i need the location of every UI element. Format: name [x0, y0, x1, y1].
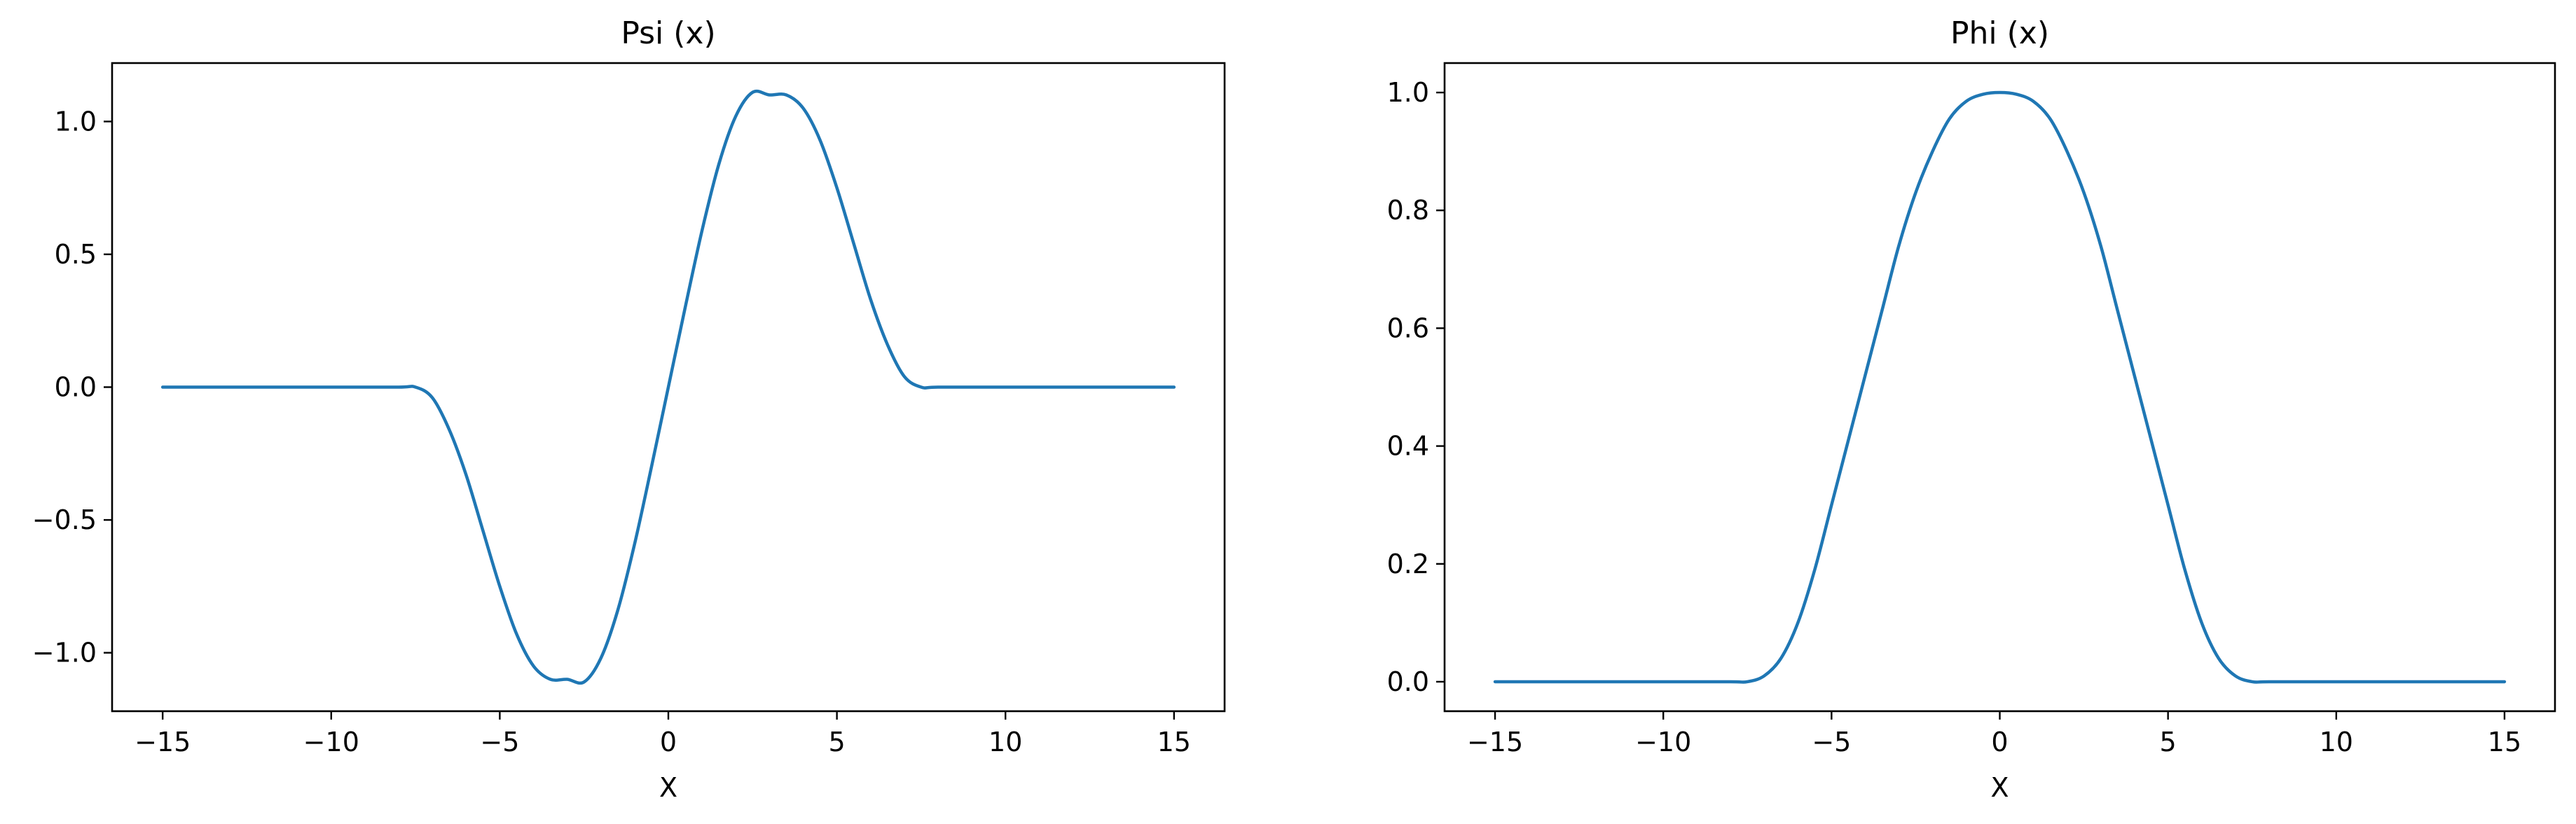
phi-ytick-label: 1.0: [1387, 77, 1429, 108]
phi-xtick-label: −10: [1635, 727, 1691, 757]
psi-xtick-label: 5: [829, 727, 846, 757]
psi-ytick-label: 1.0: [55, 106, 97, 137]
phi-chart: Phi (x) X −15 −10 −5 0 5 10 15 0.0 0.2 0.4 0.6 0.8 1…: [1387, 15, 2556, 803]
phi-ytick-label: 0.4: [1387, 431, 1429, 462]
psi-ytick-label: −0.5: [32, 504, 97, 535]
phi-xtick-label: 5: [2160, 727, 2177, 757]
psi-xtick-label: 10: [989, 727, 1022, 757]
psi-xtick-label: −5: [480, 727, 519, 757]
psi-xtick-label: −10: [303, 727, 359, 757]
phi-xtick-label: 10: [2320, 727, 2353, 757]
phi-ytick-label: 0.6: [1387, 313, 1429, 343]
psi-xtick-label: 0: [660, 727, 677, 757]
phi-chart-axes-frame: [1443, 62, 2556, 713]
phi-chart-ticks: −15 −10 −5 0 5 10 15 0.0 0.2 0.4 0.6 0.8 1.0: [1387, 77, 2522, 757]
psi-ytick-label: 0.5: [55, 239, 97, 270]
psi-chart: Psi (x) X −15 −10 −5 0 5 10 15 −1.0 −0.5 0.0 0.5 1.…: [32, 15, 1226, 803]
phi-ytick-label: 0.2: [1387, 549, 1429, 579]
phi-chart-xlabel: X: [1990, 772, 2009, 803]
phi-xtick-label: −15: [1467, 727, 1523, 757]
psi-chart-xlabel: X: [659, 772, 677, 803]
phi-xtick-label: −5: [1812, 727, 1851, 757]
phi-series-line: [1493, 90, 2507, 684]
phi-chart-title: Phi (x): [1950, 15, 2049, 51]
phi-ytick-label: 0.0: [1387, 666, 1429, 697]
psi-chart-axes-frame: [111, 62, 1226, 713]
psi-chart-title: Psi (x): [621, 15, 715, 51]
psi-xtick-label: −15: [135, 727, 191, 757]
psi-chart-ticks: −15 −10 −5 0 5 10 15 −1.0 −0.5 0.0 0.5 1.0: [32, 106, 1191, 757]
phi-xtick-label: 15: [2488, 727, 2521, 757]
phi-ytick-label: 0.8: [1387, 195, 1429, 226]
psi-xtick-label: 15: [1157, 727, 1191, 757]
psi-ytick-label: −1.0: [32, 638, 97, 668]
psi-ytick-label: 0.0: [55, 372, 97, 403]
psi-series-line: [160, 89, 1176, 685]
phi-xtick-label: 0: [1991, 727, 2008, 757]
